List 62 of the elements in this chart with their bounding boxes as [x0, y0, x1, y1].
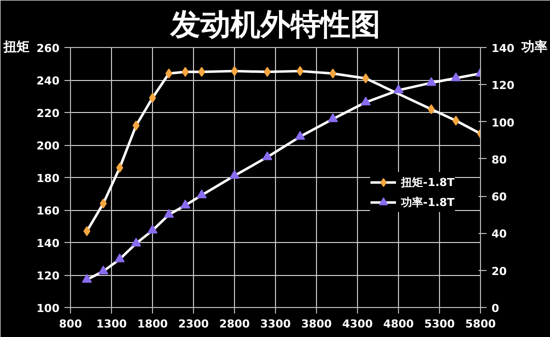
y-tick-label: 120 [36, 270, 60, 282]
y-tick-label: 100 [36, 302, 60, 315]
point [131, 238, 142, 247]
y2-tick-label: 80 [492, 153, 508, 166]
y-axis-title: 扭矩 [2, 40, 30, 55]
legend-label: 功率-1.8T [401, 194, 455, 210]
point [148, 224, 158, 234]
x-tick-label: 4300 [342, 318, 374, 330]
x-tick-label: 1800 [137, 318, 168, 330]
chart-title: 发动机外特性图 [170, 8, 380, 42]
point [114, 254, 125, 262]
x-tick-label: 2800 [219, 318, 250, 330]
y2-tick-label: 140 [492, 42, 515, 55]
point [132, 120, 140, 130]
point [198, 66, 206, 77]
point [329, 68, 336, 78]
point [452, 116, 460, 126]
point [100, 198, 107, 208]
y-tick-label: 140 [36, 237, 60, 250]
point [296, 66, 304, 76]
point [450, 72, 461, 82]
point [98, 266, 108, 274]
x-tick-label: 4800 [383, 318, 414, 330]
y-tick-label: 160 [36, 204, 60, 218]
point [196, 189, 207, 198]
y-tick-label: 240 [36, 74, 60, 88]
y2-tick-label: 40 [492, 228, 508, 241]
point [83, 226, 90, 236]
point [164, 208, 174, 218]
point [82, 274, 92, 283]
x-tick-label: 3800 [301, 318, 332, 330]
y-tick-label: 260 [36, 42, 60, 55]
y2-tick-label: 60 [492, 190, 508, 204]
point [394, 84, 404, 94]
x-tick-label: 800 [59, 318, 82, 330]
x-tick-label: 3300 [260, 318, 292, 330]
point [295, 130, 306, 140]
point [428, 104, 435, 114]
x-tick-label: 1300 [96, 318, 128, 330]
y-tick-label: 200 [36, 140, 60, 152]
y-tick-label: 180 [36, 172, 60, 185]
x-tick-label: 2300 [178, 318, 210, 330]
y2-tick-label: 0 [492, 302, 500, 315]
point [328, 113, 338, 122]
legend-label: 扭矩-1.8T [401, 174, 455, 190]
y2-axis-title: 功率 [520, 39, 548, 55]
point [264, 66, 271, 77]
y-tick-label: 220 [36, 107, 60, 120]
y2-tick-label: 100 [492, 116, 515, 130]
point [360, 96, 371, 106]
point [262, 151, 272, 160]
y2-tick-label: 20 [492, 264, 508, 278]
point [180, 200, 190, 208]
x-tick-label: 5800 [465, 318, 496, 330]
point [165, 68, 172, 78]
point [116, 162, 124, 173]
point [426, 77, 436, 86]
x-tick-label: 5300 [424, 318, 456, 330]
point [230, 170, 240, 179]
point [182, 66, 189, 77]
point [362, 73, 370, 84]
y2-tick-label: 120 [492, 79, 515, 92]
